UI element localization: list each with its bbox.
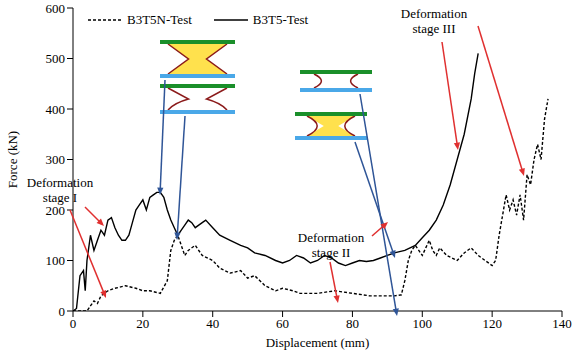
svg-text:80: 80 [346,316,359,331]
svg-text:100: 100 [46,253,66,268]
svg-text:40: 40 [206,316,219,331]
svg-text:120: 120 [482,316,502,331]
html-text:Deformation: Deformation [26,175,94,190]
svg-text:600: 600 [46,1,66,16]
svg-text:140: 140 [552,316,572,331]
html-text:B3T5N-Test: B3T5N-Test [127,12,192,27]
svg-text:0: 0 [59,304,66,319]
html-text:Deformation: Deformation [297,230,365,245]
html-text:stage I: stage I [42,190,78,205]
html-text:Deformation: Deformation [400,6,468,21]
svg-text:0: 0 [70,316,77,331]
svg-text:300: 300 [46,152,66,167]
svg-text:200: 200 [46,203,66,218]
svg-text:Displacement (mm): Displacement (mm) [266,335,370,350]
html-text:B3T5-Test: B3T5-Test [252,12,309,27]
svg-text:60: 60 [276,316,289,331]
svg-text:Force (kN): Force (kN) [5,131,20,188]
html-text:stage II: stage II [311,245,351,260]
html-text:stage III: stage III [412,21,456,36]
svg-text:100: 100 [413,316,433,331]
svg-text:20: 20 [136,316,149,331]
svg-text:400: 400 [46,102,66,117]
svg-text:500: 500 [46,51,66,66]
